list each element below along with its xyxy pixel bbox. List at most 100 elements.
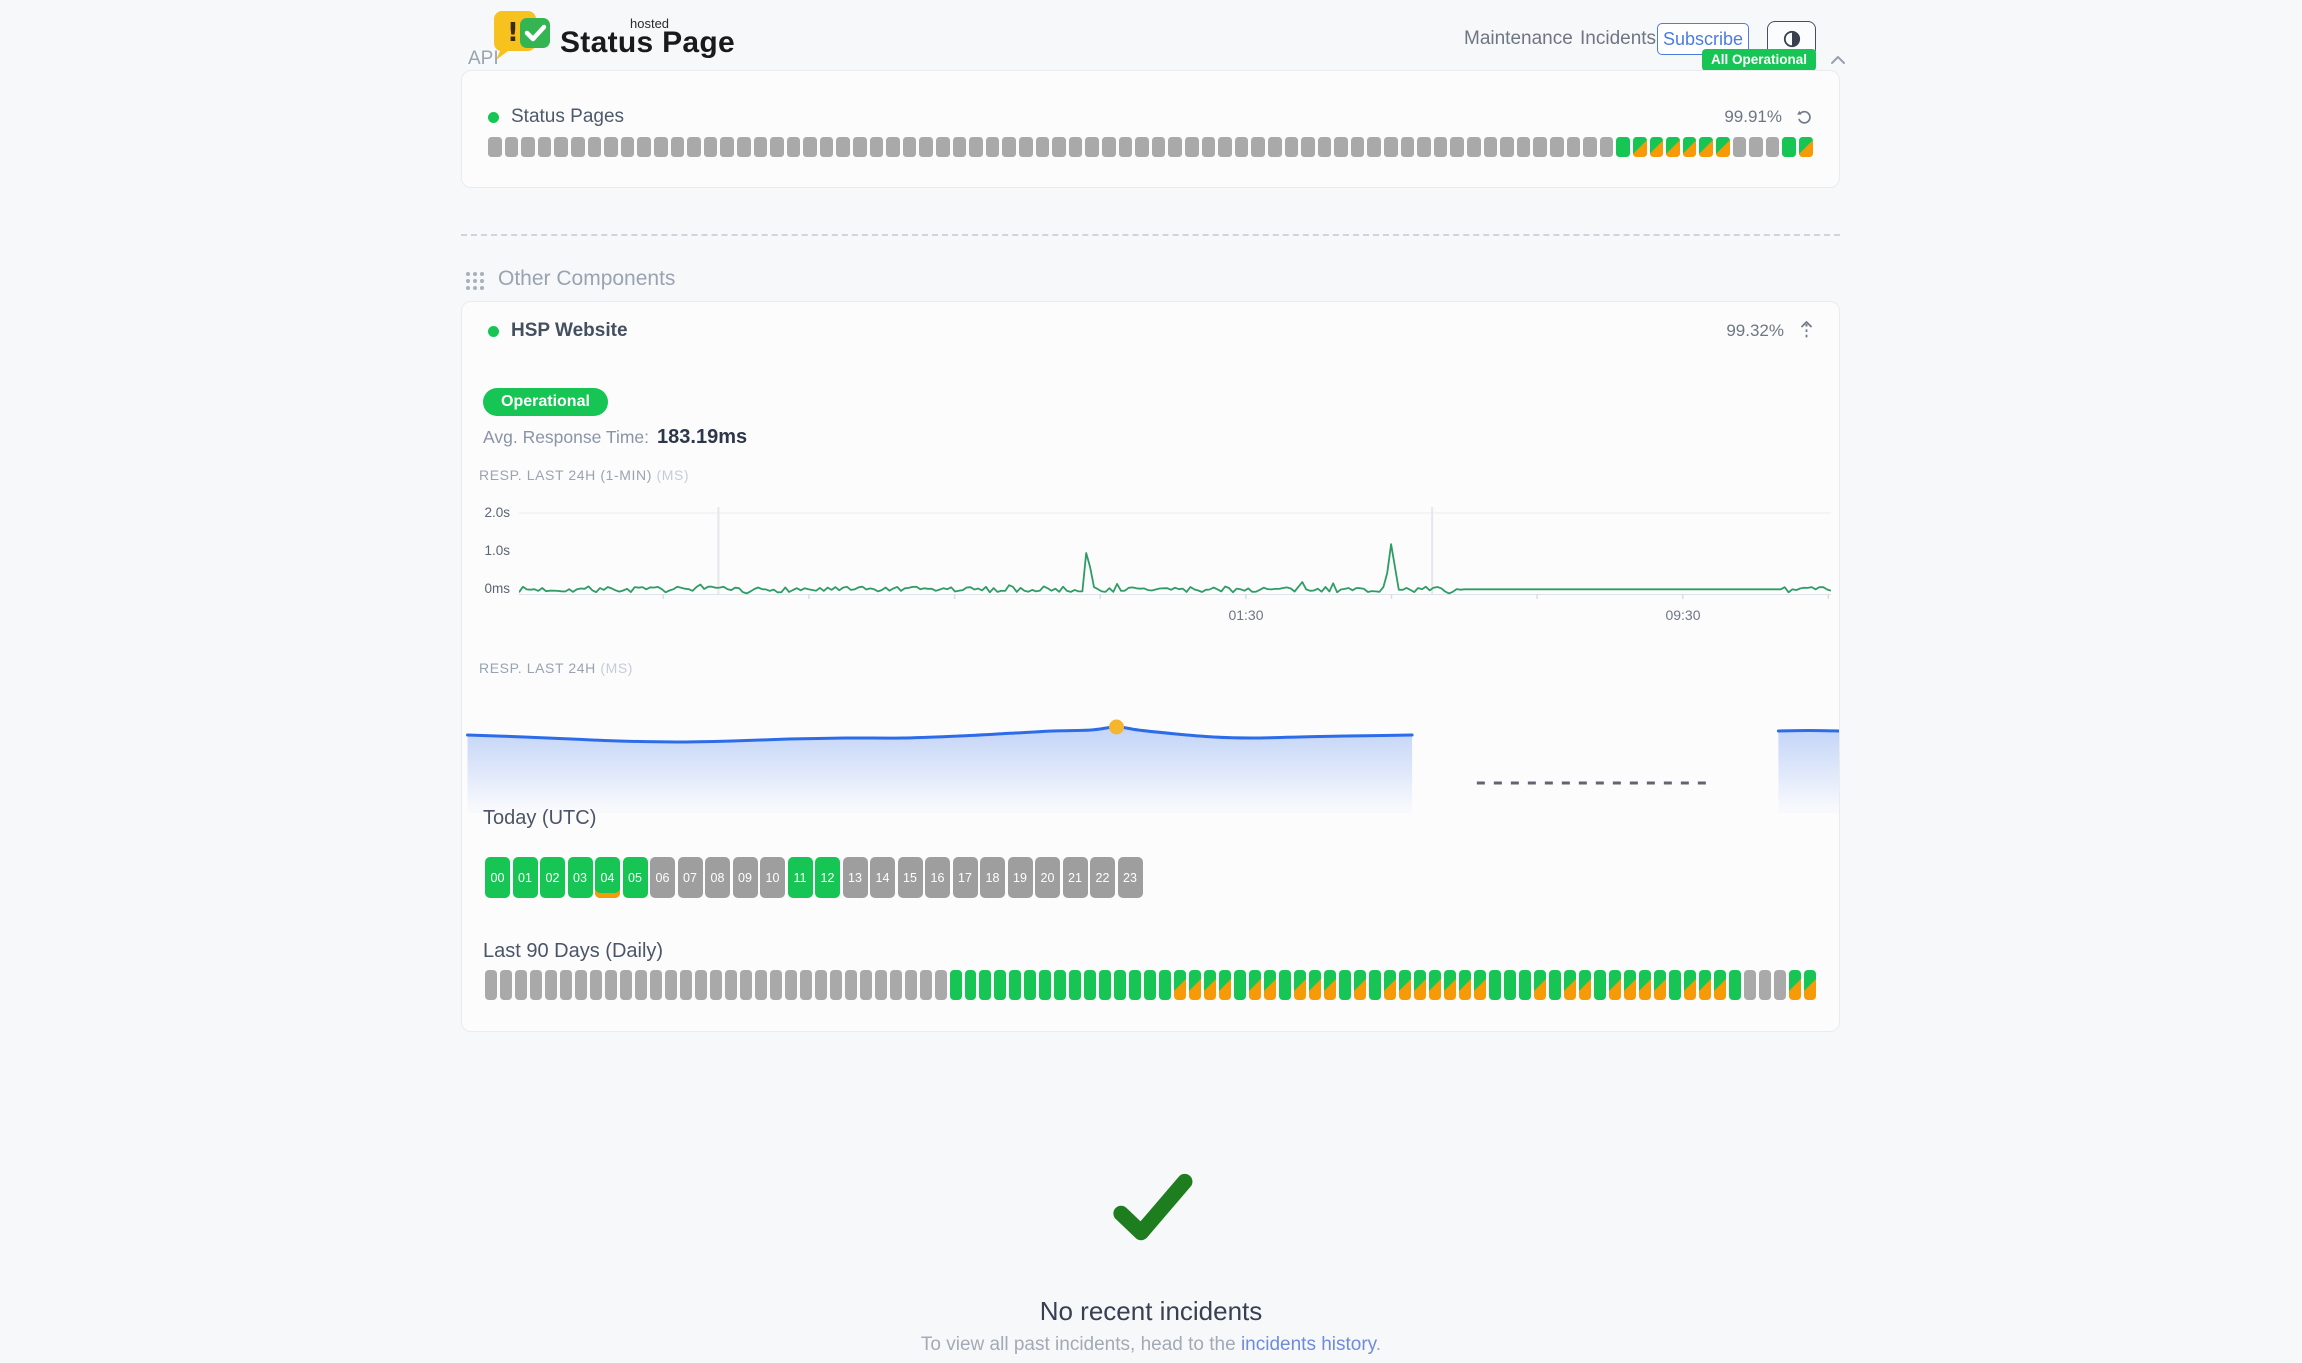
uptime-bar-nodata[interactable] <box>619 970 632 1000</box>
uptime-bar-nodata[interactable] <box>904 970 917 1000</box>
uptime-bar-nodata[interactable] <box>587 137 602 157</box>
uptime-bar-nodata[interactable] <box>1583 137 1597 157</box>
uptime-bar-degraded[interactable] <box>1444 970 1456 1000</box>
uptime-bar-nodata[interactable] <box>1085 137 1099 157</box>
uptime-bar-nodata[interactable] <box>544 970 557 1000</box>
uptime-bar-operational[interactable] <box>1144 970 1157 1000</box>
uptime-bar-nodata[interactable] <box>1566 137 1581 157</box>
uptime-bar-nodata[interactable] <box>485 970 497 1000</box>
hour-box-04[interactable]: 04 <box>595 857 620 898</box>
uptime-bar-nodata[interactable] <box>724 970 737 1000</box>
hour-box-08[interactable]: 08 <box>705 857 730 898</box>
hour-box-20[interactable]: 20 <box>1035 857 1060 898</box>
uptime-bar-operational[interactable] <box>1279 970 1292 1000</box>
uptime-bar-nodata[interactable] <box>1467 137 1481 157</box>
uptime-bar-nodata[interactable] <box>1400 137 1415 157</box>
uptime-bar-nodata[interactable] <box>1184 137 1199 157</box>
uptime-bar-nodata[interactable] <box>1749 137 1763 157</box>
uptime-bar-operational[interactable] <box>1069 970 1082 1000</box>
uptime-bar-nodata[interactable] <box>799 970 812 1000</box>
collapse-up-arrow-icon[interactable] <box>1800 320 1813 342</box>
uptime-bar-degraded[interactable] <box>1699 137 1713 157</box>
uptime-bar-degraded[interactable] <box>1473 970 1486 1000</box>
uptime-bar-degraded[interactable] <box>1798 137 1813 157</box>
hour-box-21[interactable]: 21 <box>1062 857 1088 898</box>
uptime-bar-degraded[interactable] <box>1608 970 1621 1000</box>
uptime-bar-operational[interactable] <box>949 970 962 1000</box>
uptime-bar-degraded[interactable] <box>1623 970 1636 1000</box>
uptime-bar-nodata[interactable] <box>620 137 635 157</box>
uptime-bar-nodata[interactable] <box>985 137 1000 157</box>
uptime-bar-nodata[interactable] <box>936 137 950 157</box>
uptime-bar-operational[interactable] <box>1369 970 1382 1000</box>
uptime-bar-nodata[interactable] <box>559 970 572 1000</box>
uptime-bar-nodata[interactable] <box>829 970 842 1000</box>
uptime-bar-degraded[interactable] <box>1632 137 1647 157</box>
uptime-bar-nodata[interactable] <box>604 137 618 157</box>
uptime-bar-degraded[interactable] <box>1249 970 1262 1000</box>
uptime-bar-degraded[interactable] <box>1399 970 1412 1000</box>
uptime-bar-nodata[interactable] <box>720 137 734 157</box>
uptime-bar-operational[interactable] <box>1616 137 1630 157</box>
uptime-bar-nodata[interactable] <box>874 970 887 1000</box>
uptime-bar-operational[interactable] <box>1728 970 1741 1000</box>
refresh-icon[interactable] <box>1796 109 1813 126</box>
uptime-bar-nodata[interactable] <box>769 970 782 1000</box>
uptime-bar-degraded[interactable] <box>1294 970 1307 1000</box>
uptime-bar-operational[interactable] <box>1782 137 1796 157</box>
uptime-bar-nodata[interactable] <box>1450 137 1465 157</box>
uptime-bar-degraded[interactable] <box>1563 970 1576 1000</box>
hour-box-12[interactable]: 12 <box>815 857 840 898</box>
uptime-bar-nodata[interactable] <box>919 137 934 157</box>
hour-box-10[interactable]: 10 <box>760 857 785 898</box>
uptime-bar-nodata[interactable] <box>529 970 542 1000</box>
uptime-bar-nodata[interactable] <box>1002 137 1016 157</box>
uptime-bar-nodata[interactable] <box>1168 137 1182 157</box>
uptime-bar-degraded[interactable] <box>1324 970 1337 1000</box>
uptime-bar-nodata[interactable] <box>1773 970 1786 1000</box>
uptime-bar-nodata[interactable] <box>889 970 902 1000</box>
uptime-bar-degraded[interactable] <box>1698 970 1711 1000</box>
uptime-bar-nodata[interactable] <box>664 970 677 1000</box>
uptime-bar-operational[interactable] <box>1009 970 1022 1000</box>
uptime-bar-degraded[interactable] <box>1189 970 1202 1000</box>
uptime-bar-degraded[interactable] <box>1578 970 1591 1000</box>
uptime-bar-nodata[interactable] <box>1135 137 1149 157</box>
uptime-bar-operational[interactable] <box>1488 970 1501 1000</box>
uptime-bar-operational[interactable] <box>1024 970 1037 1000</box>
uptime-bar-nodata[interactable] <box>1743 970 1756 1000</box>
uptime-bar-nodata[interactable] <box>1068 137 1083 157</box>
uptime-bar-operational[interactable] <box>979 970 992 1000</box>
response-time-line-chart[interactable] <box>519 507 1831 603</box>
uptime-bar-nodata[interactable] <box>1201 137 1216 157</box>
uptime-bar-operational[interactable] <box>1234 970 1247 1000</box>
uptime-bar-nodata[interactable] <box>554 137 568 157</box>
uptime-bar-nodata[interactable] <box>574 970 587 1000</box>
uptime-bar-operational[interactable] <box>1339 970 1352 1000</box>
uptime-bar-degraded[interactable] <box>1533 970 1546 1000</box>
uptime-bar-nodata[interactable] <box>786 137 801 157</box>
uptime-bar-degraded[interactable] <box>1309 970 1322 1000</box>
uptime-bar-nodata[interactable] <box>814 970 827 1000</box>
uptime-bar-nodata[interactable] <box>1301 137 1315 157</box>
hour-box-22[interactable]: 22 <box>1090 857 1115 898</box>
hour-box-13[interactable]: 13 <box>842 857 868 898</box>
hour-box-18[interactable]: 18 <box>980 857 1005 898</box>
uptime-bar-nodata[interactable] <box>844 970 857 1000</box>
uptime-bar-nodata[interactable] <box>736 137 751 157</box>
hour-box-01[interactable]: 01 <box>512 857 538 898</box>
component-row[interactable]: Status Pages 99.91% <box>488 105 1813 129</box>
hour-box-19[interactable]: 19 <box>1007 857 1033 898</box>
uptime-bar-nodata[interactable] <box>902 137 917 157</box>
uptime-bar-nodata[interactable] <box>1019 137 1033 157</box>
uptime-bar-operational[interactable] <box>1593 970 1606 1000</box>
uptime-bar-nodata[interactable] <box>637 137 651 157</box>
uptime-bar-nodata[interactable] <box>1118 137 1133 157</box>
uptime-bar-degraded[interactable] <box>1384 970 1397 1000</box>
uptime-bar-nodata[interactable] <box>537 137 552 157</box>
uptime-bar-operational[interactable] <box>1099 970 1112 1000</box>
nav-item-incidents[interactable]: Incidents <box>1580 28 1657 49</box>
uptime-bar-nodata[interactable] <box>649 970 662 1000</box>
uptime-bar-nodata[interactable] <box>521 137 535 157</box>
uptime-bar-nodata[interactable] <box>653 137 668 157</box>
